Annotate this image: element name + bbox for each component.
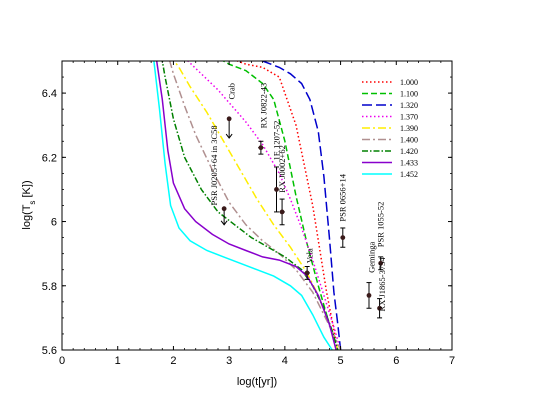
y-tick-label: 6.4 [42, 88, 57, 100]
observation-9: RX J1865-3754 [377, 257, 387, 319]
observation-label: RX J0822-43 [259, 83, 269, 129]
observation-8: PSR 1055-52 [376, 202, 386, 271]
observation-7: Geminga [366, 242, 377, 309]
observation-label: RX J1865-3754 [377, 257, 387, 312]
observation-marker [366, 293, 372, 298]
observation-marker [274, 187, 279, 192]
legend-label: 1.100 [400, 90, 418, 99]
observation-label: PSR 0656+14 [338, 173, 348, 221]
series-line-1.100 [222, 61, 339, 350]
y-tick-label: 6.2 [42, 152, 57, 164]
observation-label: 1E 1207-52 [271, 121, 281, 161]
observation-marker [377, 305, 382, 311]
observation-label: Crab [227, 83, 237, 100]
legend-label: 1.452 [400, 170, 418, 179]
observation-0: Crab [225, 83, 237, 139]
y-tick-label: 6 [51, 217, 57, 229]
legend: 1.000 1.100 1.320 1.370 1.390 1.400 1.420 1.433… [362, 78, 418, 179]
x-tick-label: 5 [338, 355, 344, 367]
legend-label: 1.000 [400, 78, 418, 87]
observation-marker [279, 209, 285, 215]
plot-frame [61, 60, 453, 351]
legend-label: 1.400 [400, 136, 418, 145]
series-line-1.452 [153, 61, 333, 350]
series-line-1.320 [260, 61, 342, 350]
observation-marker [258, 145, 264, 151]
observation-marker [378, 260, 384, 266]
y-tick-label: 5.6 [42, 345, 57, 357]
y-tick-label: 5.8 [42, 281, 57, 293]
upper-limit-arrowhead [220, 220, 228, 226]
series-line-1.400 [168, 61, 342, 350]
observation-marker [304, 270, 310, 276]
observation-label: RX J0002+62 [277, 145, 287, 193]
legend-label: 1.370 [400, 113, 418, 122]
observation-label: Geminga [367, 242, 377, 273]
series-line-1.420 [161, 61, 339, 350]
x-tick-label: 6 [393, 355, 399, 367]
observation-4: PSR J0205+64 in 3C58 [209, 125, 228, 226]
observation-5: Vela [304, 248, 315, 280]
observation-2: 1E 1207-52 [271, 121, 281, 213]
observation-6: PSR 0656+14 [338, 173, 348, 248]
upper-limit-arrowhead [225, 133, 233, 139]
observation-marker [221, 206, 227, 212]
axis-ticks: 0 1 2 3 4 5 6 7 5.6 5.8 6 6.2 6.4 [42, 60, 455, 367]
x-tick-label: 3 [226, 355, 232, 367]
series-line-1.390 [173, 61, 339, 350]
legend-label: 1.320 [400, 101, 418, 110]
legend-label: 1.390 [400, 124, 418, 133]
legend-label: 1.433 [400, 159, 418, 168]
x-tick-label: 0 [59, 355, 65, 367]
series-line-1.370 [186, 61, 342, 350]
y-axis-label: log(Ts [K]) [21, 180, 37, 229]
observation-label: PSR J0205+64 in 3C58 [209, 125, 219, 205]
x-axis-label: log(t[yr]) [237, 376, 277, 388]
observation-marker [340, 235, 346, 241]
observation-marker [226, 116, 232, 122]
x-tick-label: 4 [282, 355, 288, 367]
cooling-curves [153, 61, 342, 350]
observation-3: RX J0002+62 [277, 145, 287, 226]
x-tick-label: 7 [449, 355, 455, 367]
observation-1: RX J0822-43 [258, 83, 269, 155]
x-tick-label: 1 [115, 355, 121, 367]
legend-label: 1.420 [400, 147, 418, 156]
observation-label: PSR 1055-52 [376, 202, 386, 248]
observation-label: Vela [305, 248, 315, 263]
series-line-1.433 [155, 61, 337, 350]
x-tick-label: 2 [170, 355, 176, 367]
